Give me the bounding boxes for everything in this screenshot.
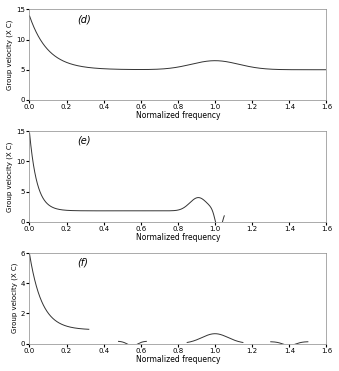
X-axis label: Normalized frequency: Normalized frequency — [136, 111, 220, 121]
Y-axis label: Group velocity (X C): Group velocity (X C) — [12, 263, 18, 334]
Text: (f): (f) — [77, 258, 88, 268]
X-axis label: Normalized frequency: Normalized frequency — [136, 233, 220, 242]
Y-axis label: Group velocity (X C): Group velocity (X C) — [7, 19, 14, 90]
Text: (e): (e) — [77, 136, 91, 146]
Text: (d): (d) — [77, 14, 91, 24]
Y-axis label: Group velocity (X C): Group velocity (X C) — [7, 141, 14, 212]
X-axis label: Normalized frequency: Normalized frequency — [136, 355, 220, 364]
